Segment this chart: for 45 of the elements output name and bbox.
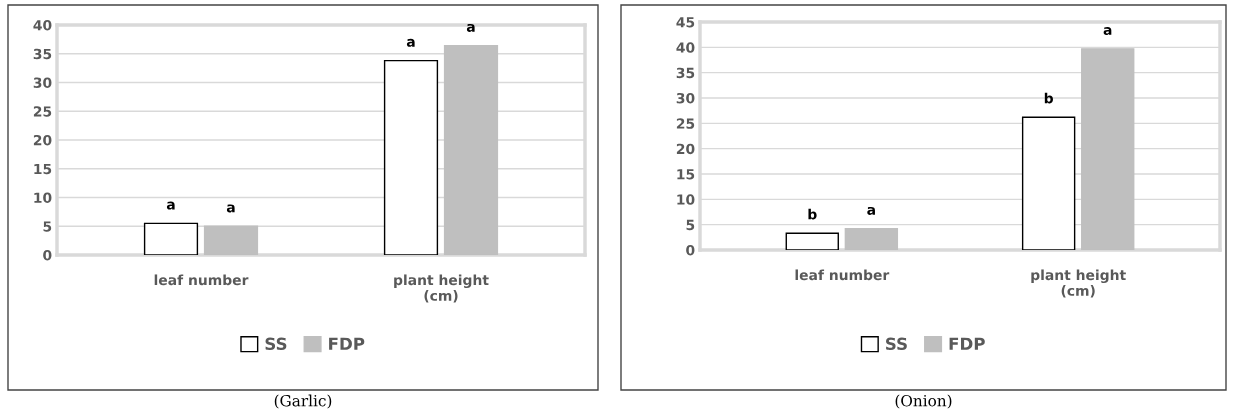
y-tick-label: 5 (43, 221, 52, 232)
bar (844, 228, 899, 250)
bar (443, 45, 499, 255)
y-tick-label: 35 (33, 48, 52, 60)
y-tick-label: 45 (676, 17, 695, 28)
legend-label: FDP (329, 337, 365, 350)
data-label: a (406, 38, 415, 47)
legend-label: FDP (949, 337, 985, 350)
text: (Onion) (895, 394, 952, 409)
text: (Garlic) (274, 394, 332, 409)
legend-label: SS (886, 337, 907, 351)
y-tick-label: 15 (677, 169, 695, 180)
x-tick-label: leaf number (154, 274, 249, 286)
y-tick-label: 10 (677, 194, 695, 205)
data-label: a (166, 201, 175, 210)
data-label: a (226, 204, 235, 213)
data-label: a (1103, 27, 1112, 36)
y-tick-label: 30 (33, 77, 52, 88)
data-label: b (808, 208, 817, 220)
legend-label: SS (265, 337, 287, 351)
y-tick-label: 20 (33, 134, 52, 146)
x-tick-label: plant height (cm) (394, 274, 489, 303)
bar (1021, 116, 1076, 250)
bar (143, 222, 199, 255)
y-tick-label: 10 (34, 192, 52, 203)
bar (203, 225, 259, 255)
x-tick-label: leaf number (795, 269, 890, 281)
data-label: b (1044, 92, 1053, 104)
y-tick-label: 40 (33, 19, 52, 31)
y-tick-label: 20 (676, 143, 695, 155)
y-tick-label: 30 (676, 92, 695, 104)
y-tick-label: 0 (686, 244, 695, 256)
bar (1081, 48, 1135, 250)
y-tick-label: 0 (43, 249, 52, 261)
y-tick-label: 40 (676, 42, 695, 53)
y-tick-label: 25 (33, 106, 52, 117)
y-tick-label: 5 (686, 219, 695, 231)
y-tick-label: 35 (676, 67, 695, 79)
y-tick-label: 25 (676, 118, 695, 129)
bar (785, 232, 839, 250)
data-label: a (867, 206, 875, 215)
data-label: a (466, 23, 475, 32)
x-tick-label: plant height (cm) (1031, 269, 1126, 298)
bar (383, 59, 439, 255)
y-tick-label: 15 (34, 163, 52, 175)
